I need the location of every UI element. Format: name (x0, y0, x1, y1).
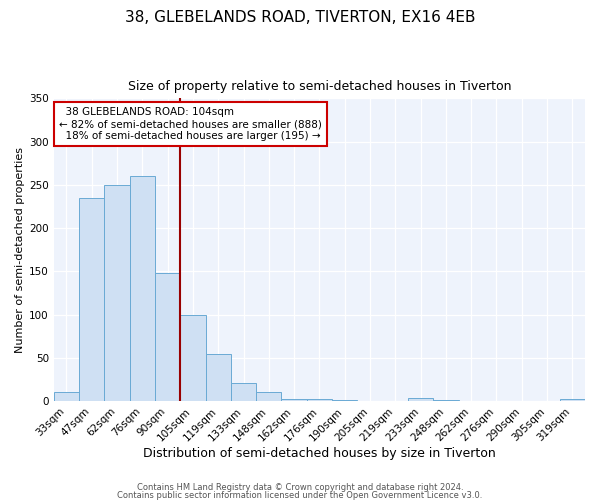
Text: 38 GLEBELANDS ROAD: 104sqm
← 82% of semi-detached houses are smaller (888)
  18%: 38 GLEBELANDS ROAD: 104sqm ← 82% of semi… (59, 108, 322, 140)
Bar (79, 198, 104, 401)
Bar (408, 398, 433, 401)
Bar (332, 400, 358, 401)
Text: Contains HM Land Registry data © Crown copyright and database right 2024.: Contains HM Land Registry data © Crown c… (137, 484, 463, 492)
Text: Contains public sector information licensed under the Open Government Licence v3: Contains public sector information licen… (118, 490, 482, 500)
Bar (231, 383, 256, 401)
Y-axis label: Number of semi-detached properties: Number of semi-detached properties (15, 146, 25, 352)
Bar (560, 400, 585, 401)
Title: Size of property relative to semi-detached houses in Tiverton: Size of property relative to semi-detach… (128, 80, 511, 93)
Bar (281, 398, 307, 401)
Bar (206, 354, 231, 401)
Bar (54, 392, 79, 401)
Bar (155, 273, 180, 401)
Bar (180, 314, 206, 401)
Bar (433, 400, 458, 401)
Bar (130, 176, 155, 401)
Bar (256, 392, 281, 401)
Bar (307, 400, 332, 401)
X-axis label: Distribution of semi-detached houses by size in Tiverton: Distribution of semi-detached houses by … (143, 447, 496, 460)
Text: 38, GLEBELANDS ROAD, TIVERTON, EX16 4EB: 38, GLEBELANDS ROAD, TIVERTON, EX16 4EB (125, 10, 475, 25)
Bar (104, 185, 130, 401)
